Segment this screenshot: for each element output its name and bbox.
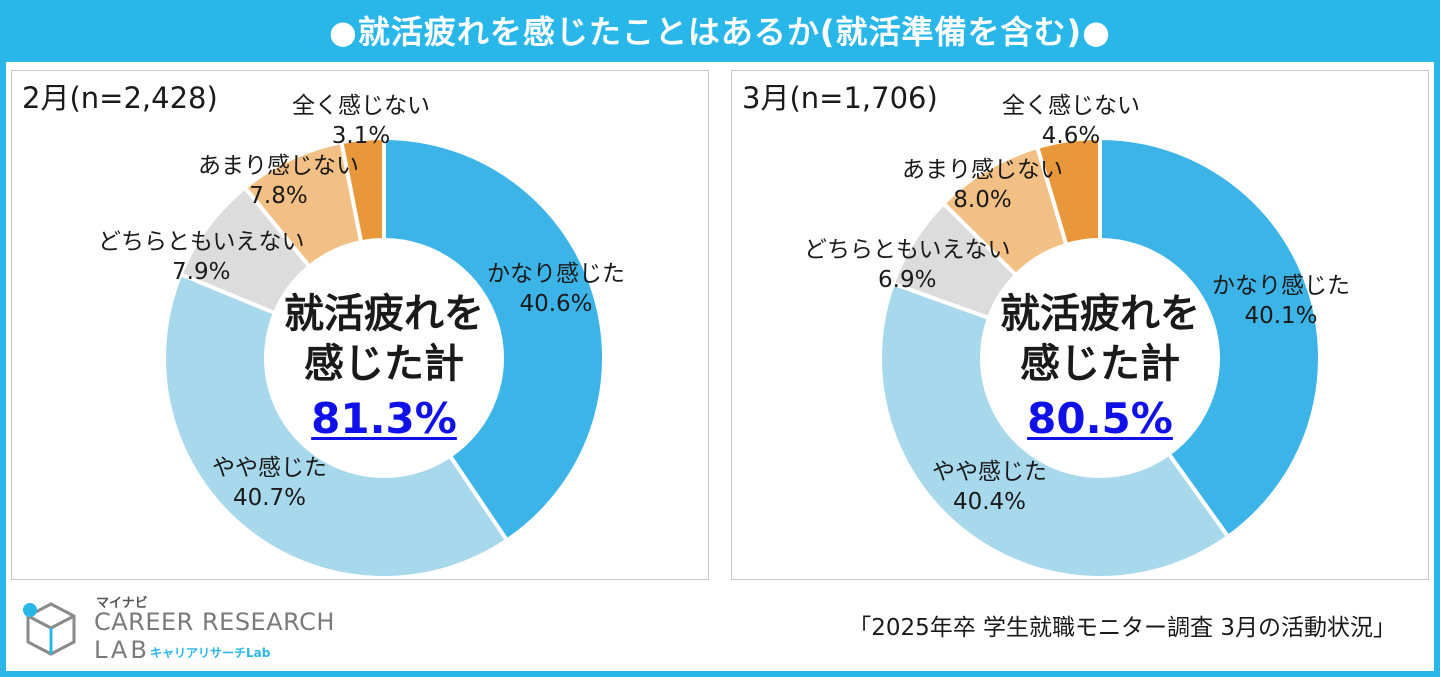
slice-label-neither: どちらともいえない 6.9%	[804, 235, 1011, 295]
slice-value: 7.8%	[249, 183, 308, 209]
slice-value: 4.6%	[1041, 123, 1101, 149]
slice-name: 全く感じない	[1002, 93, 1140, 119]
donut-panel-march: 3月(n=1,706) 就活疲れを 感じた計 80.5% かなり感じた 40.1…	[731, 70, 1429, 580]
slice-value: 8.0%	[953, 187, 1012, 213]
slice-name: かなり感じた	[1212, 273, 1350, 299]
slice-value: 6.9%	[878, 267, 937, 293]
center-summary: 就活疲れを 感じた計 81.3%	[274, 289, 494, 445]
slice-very	[382, 135, 606, 544]
slice-value: 40.6%	[519, 291, 593, 317]
center-total-value: 81.3%	[311, 394, 457, 443]
slice-label-very: かなり感じた 40.6%	[487, 259, 625, 319]
slice-value: 3.1%	[331, 123, 391, 149]
slice-not-at-all	[339, 135, 386, 245]
chart-title: ●就活疲れを感じたことはあるか(就活準備を含む)●	[328, 13, 1112, 51]
slice-name: どちらともいえない	[98, 229, 305, 255]
slice-label-very: かなり感じた 40.1%	[1212, 271, 1350, 331]
slice-somewhat	[162, 271, 510, 579]
slice-name: かなり感じた	[487, 261, 625, 287]
slice-value: 40.7%	[232, 485, 307, 511]
slice-name: 全く感じない	[292, 93, 430, 119]
career-research-lab-logo: マイナビ CAREER RESEARCH LAB キャリアリサーチLab	[20, 592, 334, 667]
slice-not-at-all	[1034, 135, 1102, 248]
logo-brand-small: マイナビ	[96, 596, 148, 611]
slice-label-not-much: あまり感じない 8.0%	[902, 155, 1063, 215]
slice-name: やや感じた	[932, 459, 1047, 485]
center-line-1: 就活疲れを	[284, 291, 484, 337]
donut-panel-february: 2月(n=2,428) 就活疲れを 感じた計 81.3% かなり感じた 40.6…	[11, 70, 709, 580]
donut-chart-february	[162, 135, 606, 579]
panel-label: 2月(n=2,428)	[22, 81, 218, 115]
slice-label-not-at-all: 全く感じない 4.6%	[1002, 91, 1140, 151]
slice-very	[1098, 135, 1322, 540]
logo-brand-main: CAREER RESEARCH	[94, 608, 335, 636]
slice-label-somewhat: やや感じた 40.7%	[212, 453, 327, 513]
slice-somewhat	[878, 280, 1231, 579]
slice-name: やや感じた	[212, 455, 327, 481]
slice-value: 40.1%	[1244, 303, 1318, 329]
slice-label-not-at-all: 全く感じない 3.1%	[292, 91, 430, 151]
cube-logo-icon	[23, 602, 76, 656]
slice-name: どちらともいえない	[804, 237, 1011, 263]
center-summary: 就活疲れを 感じた計 80.5%	[990, 289, 1210, 445]
logo-brand-lab: LAB	[94, 636, 150, 664]
slice-value: 7.9%	[172, 259, 231, 285]
donut-chart-march	[878, 135, 1322, 579]
slice-label-neither: どちらともいえない 7.9%	[98, 227, 305, 287]
center-line-2: 感じた計	[1020, 341, 1180, 387]
center-total-value: 80.5%	[1027, 394, 1173, 443]
source-note: 「2025年卒 学生就職モニター調査 3月の活動状況」	[848, 615, 1396, 641]
panel-label: 3月(n=1,706)	[742, 81, 938, 115]
logo-brand-subtitle: キャリアリサーチLab	[150, 646, 271, 660]
slice-label-somewhat: やや感じた 40.4%	[932, 457, 1047, 517]
center-line-2: 感じた計	[304, 341, 464, 387]
slice-name: あまり感じない	[902, 157, 1063, 183]
center-line-1: 就活疲れを	[1000, 291, 1200, 337]
slice-label-not-much: あまり感じない 7.8%	[198, 151, 359, 211]
slice-name: あまり感じない	[198, 153, 359, 179]
slice-value: 40.4%	[952, 489, 1027, 515]
